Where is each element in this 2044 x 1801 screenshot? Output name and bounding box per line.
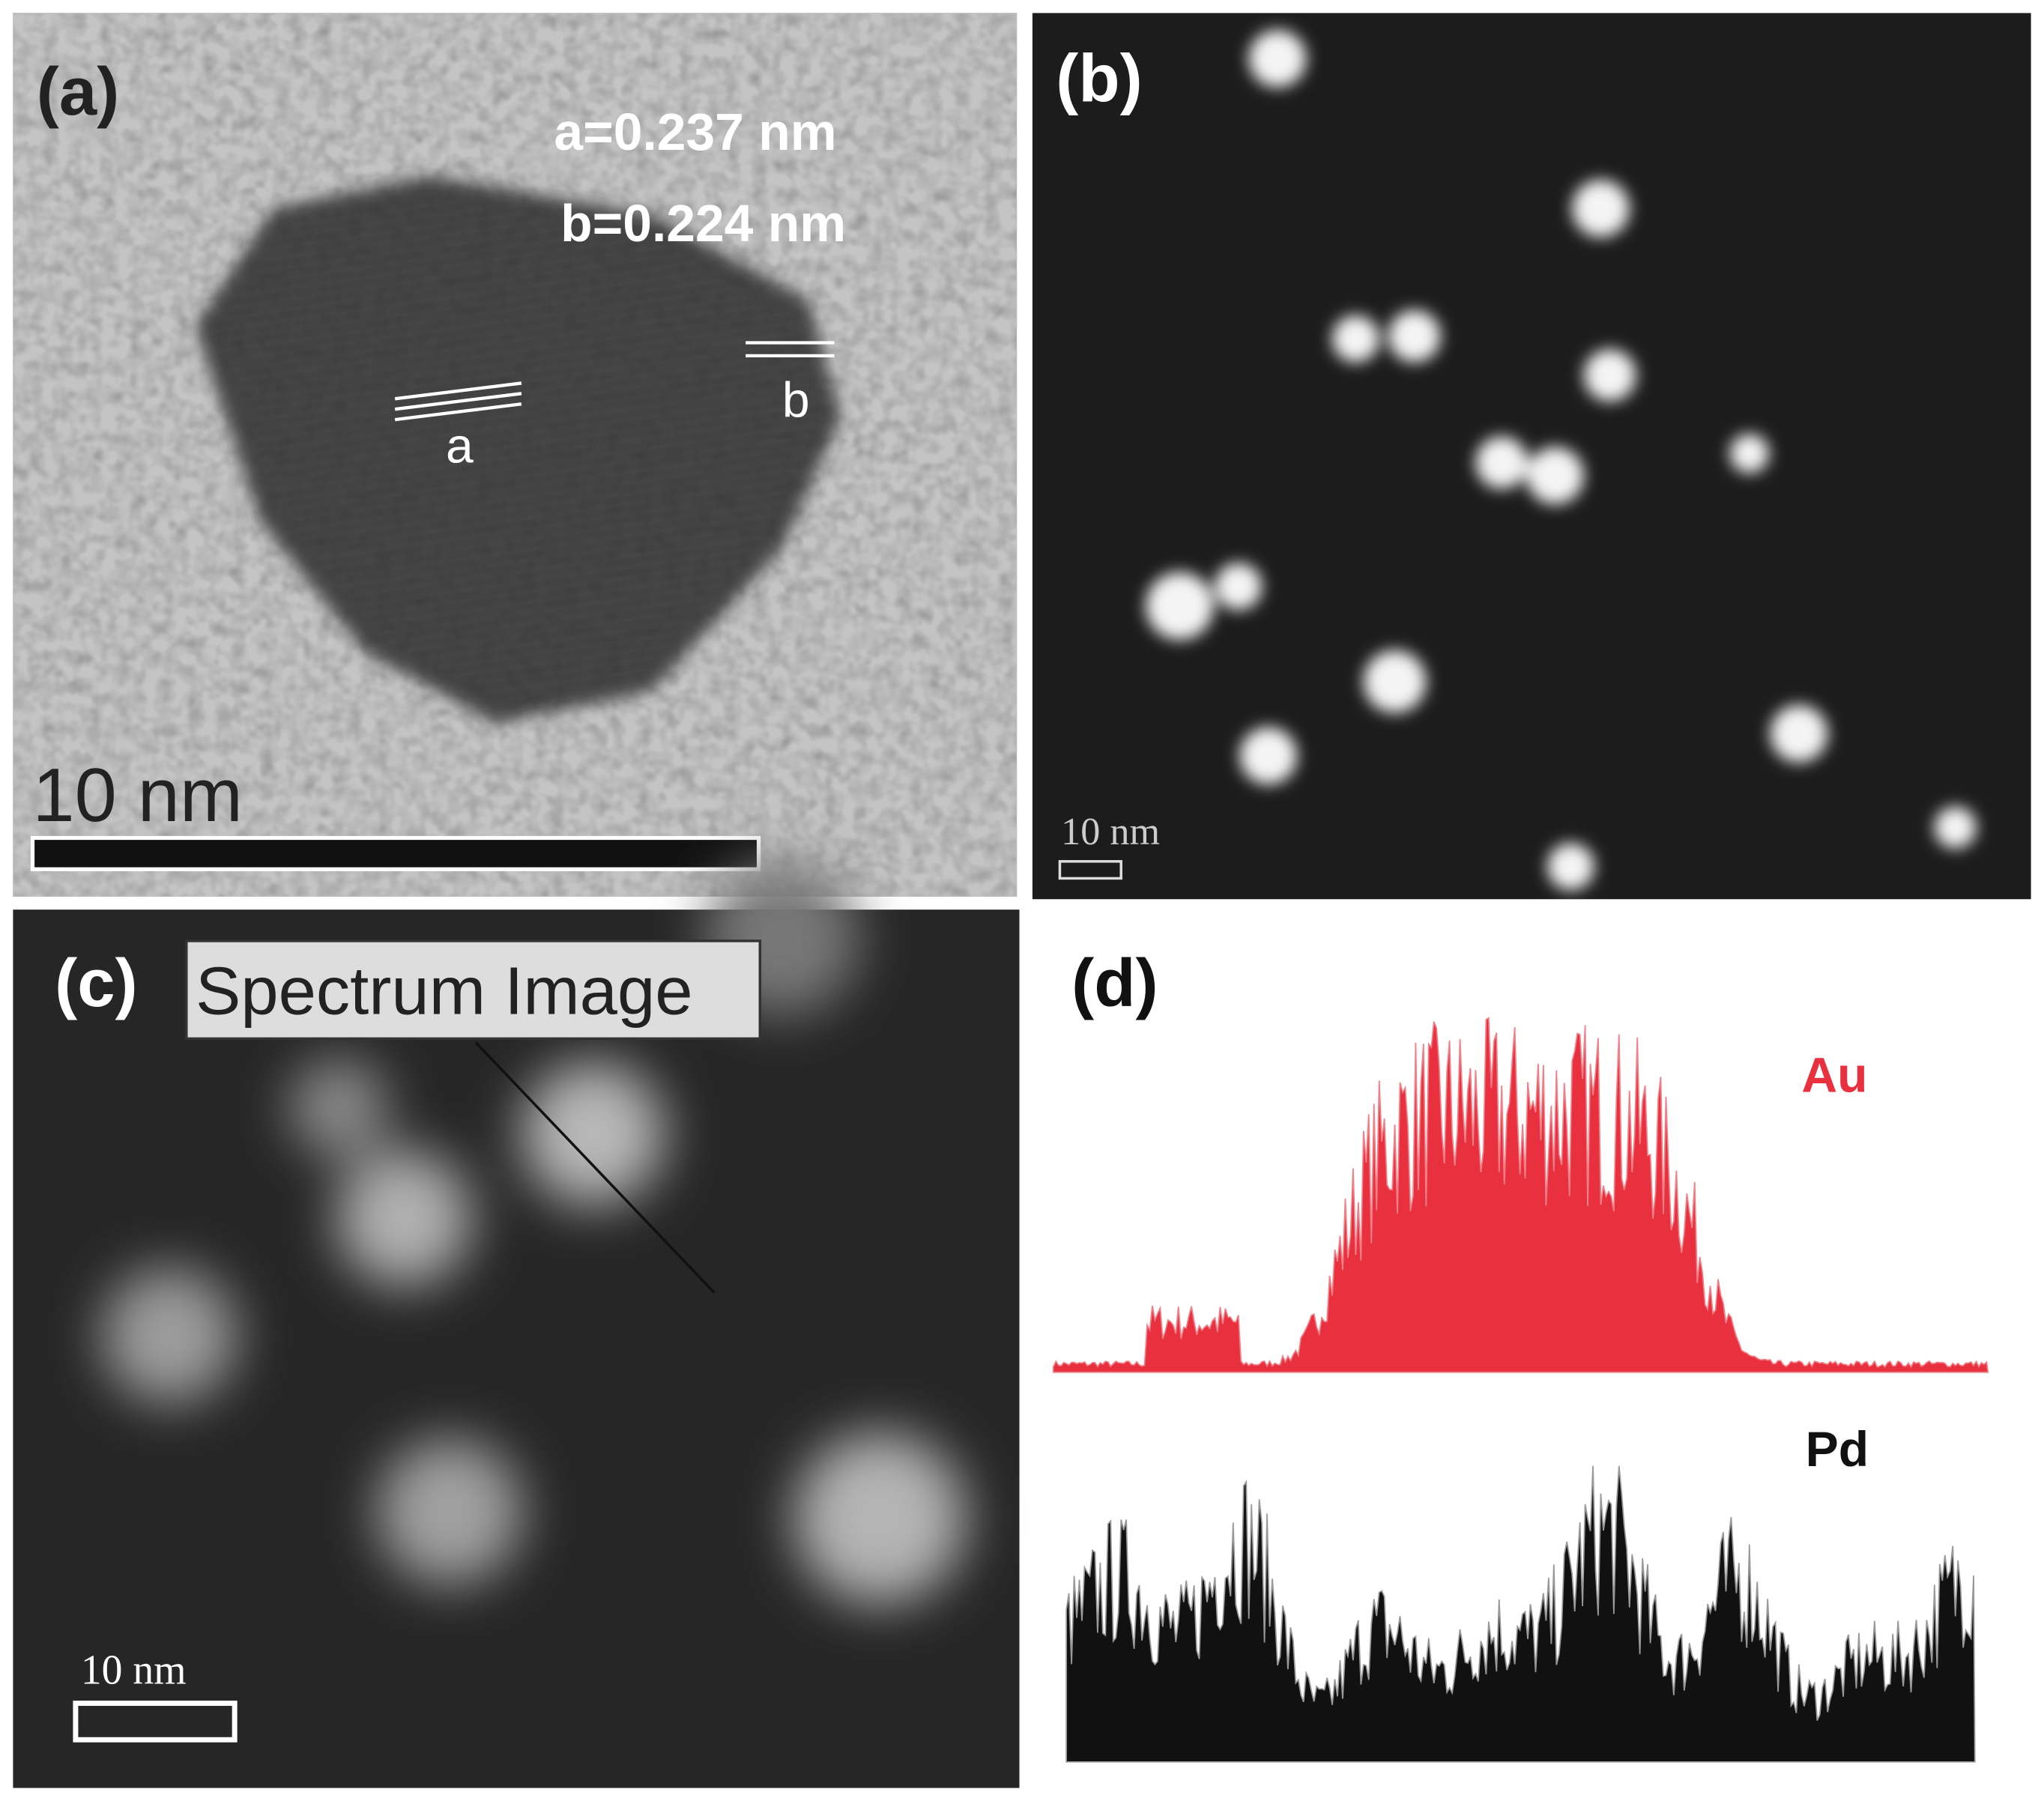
particle xyxy=(1239,727,1298,785)
particle xyxy=(101,1268,238,1404)
pd-profile xyxy=(1065,1465,1976,1763)
scale-bar xyxy=(73,1701,238,1743)
particle xyxy=(1146,572,1214,641)
haadf-background xyxy=(1032,13,2031,900)
particle xyxy=(1547,843,1594,891)
particle xyxy=(1475,436,1529,489)
box-label: Spectrum Image xyxy=(196,953,693,1029)
particle xyxy=(376,1438,523,1585)
particle xyxy=(1332,315,1379,363)
annotation: a=0.237 nm xyxy=(554,103,836,161)
particle xyxy=(1248,30,1307,88)
trace-label: Pd xyxy=(1806,1422,1869,1477)
particle xyxy=(336,1150,472,1286)
nanoparticle xyxy=(195,175,841,724)
scale-bar-label: 10 nm xyxy=(1061,811,1160,853)
scale-bar xyxy=(30,835,761,871)
trace-label: Au xyxy=(1801,1048,1867,1104)
panel-label: (d) xyxy=(1071,945,1158,1021)
lattice-label: b xyxy=(782,373,810,429)
panel-label: (b) xyxy=(1056,41,1143,117)
particles xyxy=(1146,30,1977,891)
particle xyxy=(1934,806,1977,849)
particle xyxy=(1729,434,1769,473)
scale-bar xyxy=(1058,860,1122,880)
particles xyxy=(101,860,967,1605)
particle xyxy=(1363,650,1427,713)
particle xyxy=(1770,705,1828,763)
panel-c: Spectrum Image (c) 10 nm xyxy=(13,860,1020,1788)
particle xyxy=(1572,180,1630,237)
panel-d: (d) Au Pd xyxy=(1052,945,1989,1763)
particle xyxy=(289,1058,389,1157)
particle xyxy=(1583,349,1636,402)
lattice-lines xyxy=(394,341,835,422)
panel-label: (a) xyxy=(37,54,120,130)
particle xyxy=(521,1062,665,1206)
panel-label: (c) xyxy=(55,945,138,1021)
scale-bar-label: 10 nm xyxy=(81,1647,187,1693)
panel-a: (a) a=0.237 nm b=0.224 nm a b 10 nm xyxy=(13,13,1018,897)
lattice-label: a xyxy=(446,419,474,474)
label-box xyxy=(185,939,762,1041)
panel-b: (b) 10 nm xyxy=(1032,13,2031,900)
scale-bar-label: 10 nm xyxy=(32,754,242,838)
au-profile xyxy=(1052,1017,1989,1373)
particle xyxy=(1388,310,1441,363)
particle xyxy=(1526,447,1584,505)
annotation: b=0.224 nm xyxy=(560,194,846,252)
particle xyxy=(793,1432,967,1605)
line-scan xyxy=(474,1041,716,1294)
particle xyxy=(1215,563,1263,611)
